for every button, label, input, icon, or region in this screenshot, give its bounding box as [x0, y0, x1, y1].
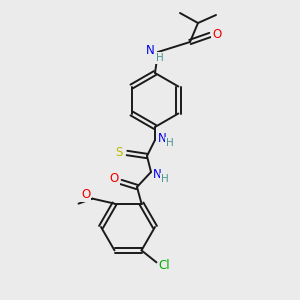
Text: O: O: [110, 172, 118, 185]
Text: N: N: [158, 131, 166, 145]
Text: N: N: [153, 169, 161, 182]
Text: H: H: [166, 138, 174, 148]
Text: H: H: [156, 53, 164, 63]
Text: H: H: [161, 174, 169, 184]
Text: O: O: [212, 28, 222, 41]
Text: O: O: [81, 188, 90, 201]
Text: N: N: [146, 44, 154, 58]
Text: Cl: Cl: [159, 259, 170, 272]
Text: S: S: [115, 146, 123, 158]
